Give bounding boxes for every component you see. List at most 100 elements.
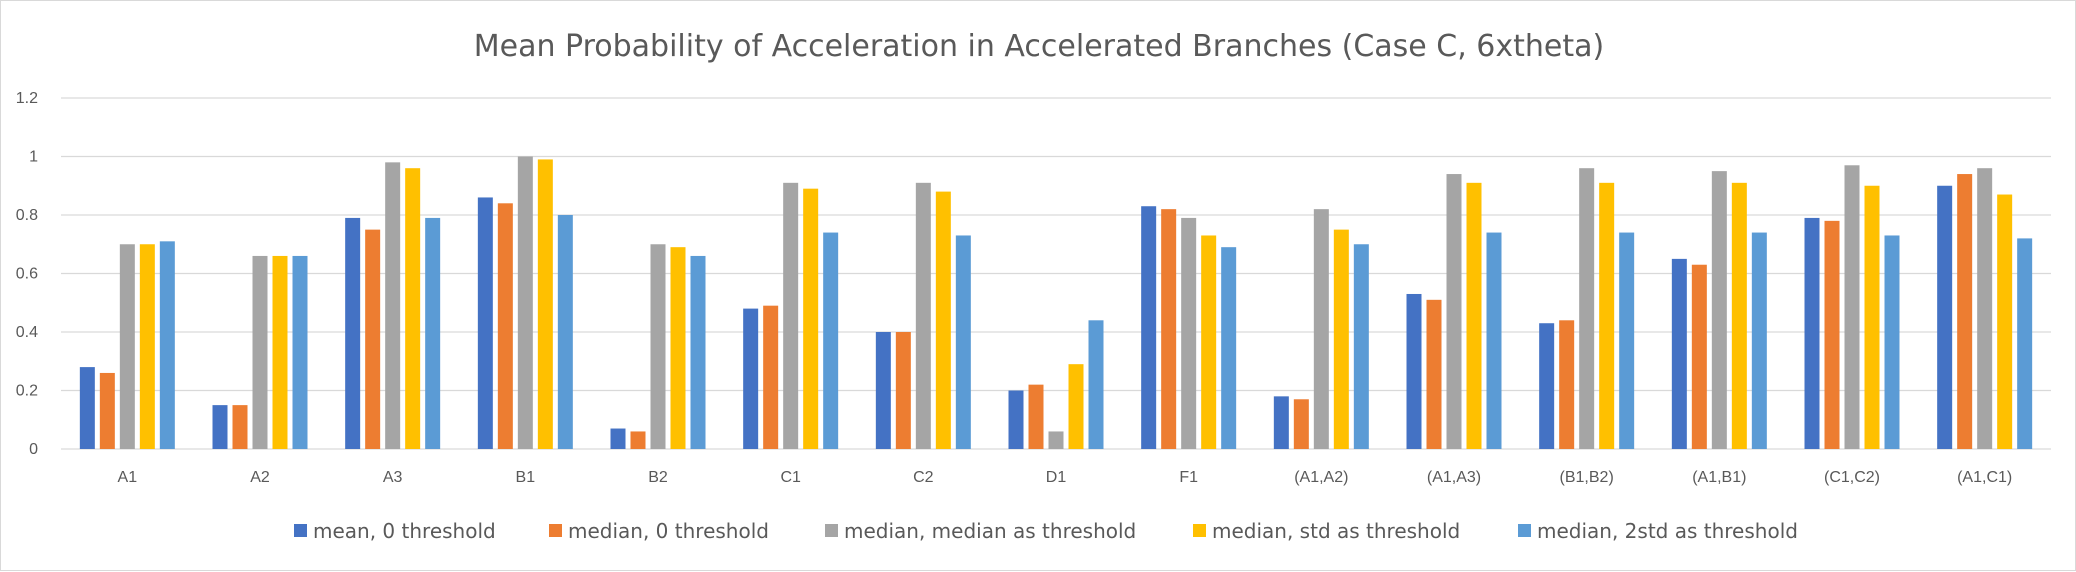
- bar: [1539, 323, 1555, 449]
- bar: [1028, 384, 1044, 449]
- bar: [1293, 399, 1309, 449]
- bar: [1141, 206, 1157, 449]
- bar: [557, 215, 573, 449]
- bar: [1446, 174, 1462, 450]
- x-tick-label: (A1,A2): [1294, 469, 1348, 486]
- bar: [1751, 232, 1767, 449]
- legend-label: mean, 0 threshold: [313, 519, 496, 543]
- y-axis-ticks: 0 0.2 0.4 0.6 0.8 1 1.2: [16, 90, 38, 458]
- bar: [1731, 182, 1747, 449]
- bar: [1997, 194, 2013, 449]
- bar: [1466, 182, 1482, 449]
- bar: [1333, 229, 1349, 449]
- x-tick-label: A1: [118, 469, 138, 486]
- bar: [365, 229, 381, 449]
- bar: [935, 191, 951, 449]
- y-tick-label: 0.8: [16, 207, 38, 224]
- bar: [1937, 185, 1953, 449]
- x-tick-label: A2: [250, 469, 270, 486]
- bar: [1619, 232, 1635, 449]
- legend-swatch: [294, 524, 307, 537]
- x-tick-label: (B1,B2): [1560, 469, 1614, 486]
- y-tick-label: 0.2: [16, 383, 38, 400]
- bar: [119, 244, 135, 449]
- legend-label: median, std as threshold: [1212, 519, 1460, 543]
- bar: [1088, 320, 1104, 449]
- y-tick-label: 1.2: [16, 90, 38, 107]
- bar: [670, 247, 686, 449]
- bars: [79, 156, 2033, 450]
- bar: [763, 305, 779, 449]
- bar: [690, 255, 706, 449]
- bar: [99, 372, 115, 449]
- y-tick-label: 0.6: [16, 266, 38, 283]
- bar: [159, 241, 175, 449]
- bar: [405, 168, 421, 449]
- bar: [1161, 209, 1177, 449]
- bar: [1844, 165, 1860, 449]
- x-tick-label: (C1,C2): [1824, 469, 1880, 486]
- bar: [630, 431, 646, 449]
- legend: mean, 0 threshold median, 0 threshold medi…: [294, 519, 1798, 543]
- bar: [232, 405, 248, 449]
- y-tick-label: 1: [29, 149, 38, 166]
- x-tick-label: (A1,B1): [1692, 469, 1746, 486]
- bar: [252, 255, 268, 449]
- x-tick-label: C2: [913, 469, 934, 486]
- bar: [1181, 217, 1197, 449]
- bar: [385, 162, 401, 449]
- legend-swatch: [1518, 524, 1531, 537]
- legend-swatch: [549, 524, 562, 537]
- bar: [272, 255, 288, 449]
- bar: [537, 159, 553, 450]
- bar: [1691, 264, 1707, 449]
- legend-label: median, 2std as threshold: [1537, 519, 1798, 543]
- bar: [425, 217, 441, 449]
- x-tick-label: B2: [648, 469, 668, 486]
- bar: [1486, 232, 1502, 449]
- bar: [79, 367, 95, 449]
- x-tick-label: B1: [516, 469, 536, 486]
- bar: [1824, 220, 1840, 449]
- legend-label: median, median as threshold: [844, 519, 1136, 543]
- bar: [1957, 174, 1973, 450]
- bar: [1353, 244, 1369, 449]
- chart-title: Mean Probability of Acceleration in Acce…: [474, 29, 1604, 64]
- bar: [650, 244, 666, 449]
- bar: [1711, 171, 1727, 449]
- bar: [139, 244, 155, 449]
- bar: [823, 232, 839, 449]
- bar: [803, 188, 819, 450]
- legend-swatch: [1193, 524, 1206, 537]
- bar: [1599, 182, 1615, 449]
- bar: [1671, 258, 1687, 449]
- legend-swatch: [825, 524, 838, 537]
- x-tick-label: (A1,A3): [1427, 469, 1481, 486]
- bar: [1426, 299, 1442, 449]
- bar: [292, 255, 308, 449]
- bar: [955, 235, 971, 449]
- bar: [1048, 431, 1064, 449]
- bar: [783, 182, 799, 449]
- x-tick-label: C1: [780, 469, 801, 486]
- bar: [517, 156, 533, 449]
- legend-label: median, 0 threshold: [568, 519, 769, 543]
- bar: [1579, 168, 1595, 449]
- bar: [497, 203, 513, 449]
- bar: [1273, 396, 1289, 449]
- x-tick-label: A3: [383, 469, 403, 486]
- bar: [1008, 390, 1024, 449]
- x-axis-ticks: A1 A2 A3 B1 B2 C1 C2 D1 F1 (A1,A2) (A1,A3) (B1,B2) (…: [118, 469, 2013, 486]
- bar: [345, 217, 361, 449]
- bar: [610, 428, 626, 449]
- bar: [1406, 293, 1422, 449]
- bar: [915, 182, 931, 449]
- bar: [1313, 209, 1329, 449]
- bar: [1864, 185, 1880, 449]
- bar: [1068, 364, 1084, 449]
- bar: [1884, 235, 1900, 449]
- y-tick-label: 0: [29, 441, 38, 458]
- bar: [1804, 217, 1820, 449]
